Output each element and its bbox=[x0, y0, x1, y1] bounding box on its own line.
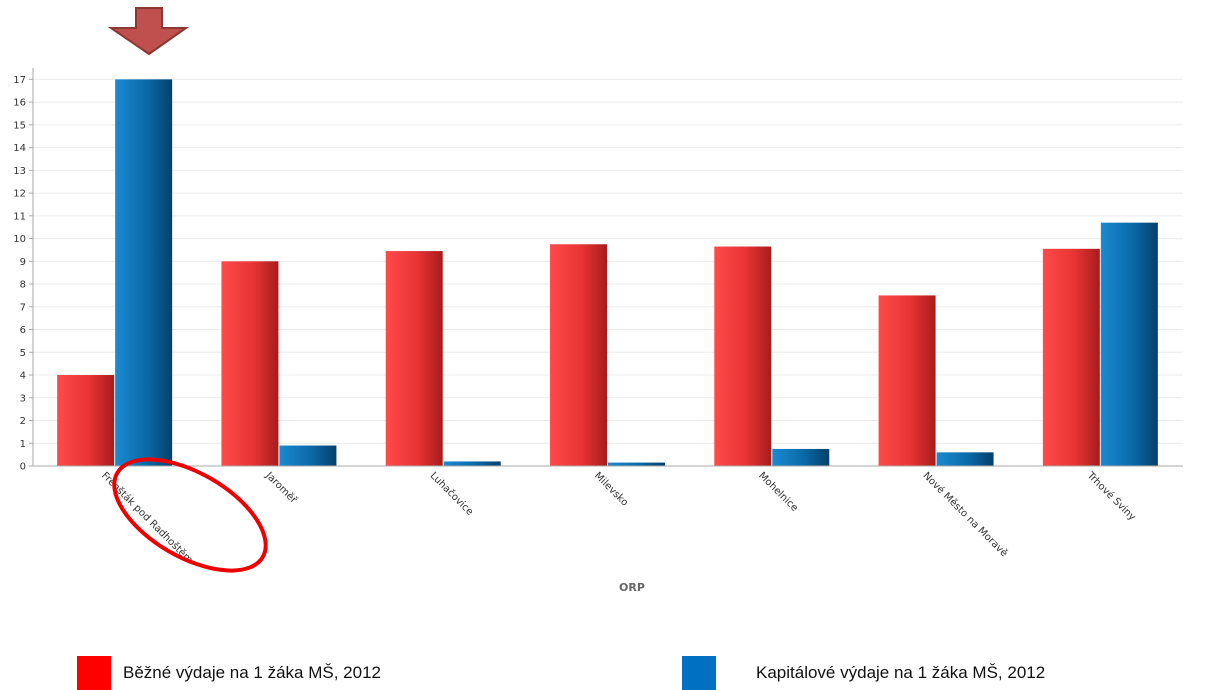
x-category-label: Milevsko bbox=[592, 470, 630, 508]
grid bbox=[33, 78, 1183, 444]
y-tick-label: 17 bbox=[13, 75, 26, 86]
y-tick-label: 3 bbox=[20, 393, 26, 404]
bar-kapitalove bbox=[772, 448, 830, 466]
legend-swatch-red bbox=[77, 656, 111, 690]
bar-bezne bbox=[714, 246, 772, 466]
y-tick-label: 7 bbox=[20, 302, 26, 313]
y-tick-label: 6 bbox=[20, 325, 26, 336]
x-category-label: Mohelnice bbox=[756, 470, 800, 514]
axes bbox=[32, 68, 1183, 467]
y-tick-label: 9 bbox=[20, 257, 26, 268]
bar-bezne bbox=[221, 261, 279, 466]
bar-kapitalove bbox=[936, 452, 994, 466]
y-tick-label: 11 bbox=[13, 211, 26, 222]
down-arrow-icon bbox=[107, 7, 190, 56]
bar-kapitalove bbox=[1100, 222, 1158, 466]
bar-bezne bbox=[57, 375, 115, 466]
y-tick-label: 16 bbox=[13, 98, 26, 109]
y-tick-label: 12 bbox=[13, 189, 26, 200]
x-axis-title: ORP bbox=[619, 581, 645, 594]
y-tick-label: 13 bbox=[13, 166, 26, 177]
bar-bezne bbox=[878, 295, 936, 466]
x-category-label: Nové Město na Moravě bbox=[920, 470, 1010, 560]
y-tick-label: 0 bbox=[20, 462, 26, 473]
legend-item-2: Kapitálové výdaje na 1 žáka MŠ, 2012 bbox=[682, 656, 1045, 690]
x-category-label: Luhačovice bbox=[428, 470, 476, 518]
y-tick-label: 5 bbox=[20, 348, 26, 359]
y-tick-label: 2 bbox=[20, 416, 26, 427]
bar-bezne bbox=[1042, 248, 1100, 466]
y-tick-label: 4 bbox=[20, 371, 26, 382]
bar-bezne bbox=[385, 251, 443, 466]
bar-kapitalove bbox=[443, 461, 501, 466]
legend-label-1: Běžné výdaje na 1 žáka MŠ, 2012 bbox=[123, 663, 381, 682]
highlight-ellipse bbox=[112, 457, 268, 573]
legend-swatch-blue bbox=[682, 656, 716, 690]
bar-kapitalove bbox=[115, 79, 173, 466]
legend-label-2: Kapitálové výdaje na 1 žáka MŠ, 2012 bbox=[756, 663, 1046, 682]
y-tick-label: 14 bbox=[13, 143, 26, 154]
x-category-label: Jaroměř bbox=[263, 469, 300, 506]
y-tick-label: 8 bbox=[20, 280, 26, 291]
bar-kapitalove bbox=[608, 462, 665, 466]
annotations bbox=[107, 7, 268, 573]
y-tick-label: 10 bbox=[13, 234, 26, 245]
bar-kapitalove bbox=[279, 445, 337, 466]
legend-item-1: Běžné výdaje na 1 žáka MŠ, 2012 bbox=[77, 656, 381, 690]
y-tick-label: 15 bbox=[13, 120, 26, 131]
x-category-label: Trhové Sviny bbox=[1084, 469, 1138, 523]
bars bbox=[57, 79, 1158, 466]
bar-bezne bbox=[550, 244, 607, 466]
y-tick-label: 1 bbox=[20, 439, 26, 450]
